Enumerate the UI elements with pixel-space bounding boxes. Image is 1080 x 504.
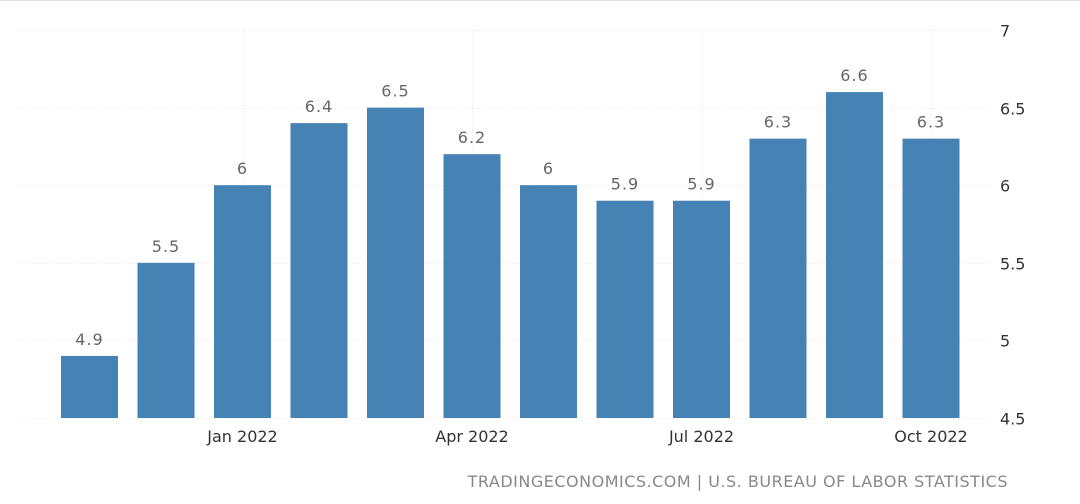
data-label: 6.3: [917, 113, 945, 132]
data-label: 6.2: [458, 128, 486, 147]
y-tick-label: 7: [1000, 22, 1010, 41]
bar: [596, 200, 654, 418]
x-tick-label: Oct 2022: [894, 427, 967, 446]
y-tick-label: 6: [1000, 177, 1010, 196]
y-axis: 4.5 5 5.5 6 6.5 7: [1000, 22, 1025, 429]
data-label: 6.5: [381, 82, 409, 101]
x-axis: Jan 2022 Apr 2022 Jul 2022 Oct 2022: [206, 427, 967, 446]
data-label: 6.4: [305, 97, 333, 116]
source-attribution: TRADINGECONOMICS.COM | U.S. BUREAU OF LA…: [467, 472, 1008, 491]
bar: [443, 154, 501, 418]
data-label: 5.9: [687, 175, 715, 194]
data-label: 6.6: [840, 66, 868, 85]
bar: [673, 200, 730, 418]
bar: [137, 262, 195, 418]
bar: [61, 355, 118, 418]
bar: [214, 185, 271, 418]
x-tick-label: Apr 2022: [435, 427, 508, 446]
data-label: 6: [237, 159, 248, 178]
bar: [902, 138, 960, 418]
bar: [367, 107, 424, 418]
data-label: 5.5: [152, 237, 180, 256]
y-tick-label: 6.5: [1000, 100, 1025, 119]
bar: [290, 123, 348, 419]
y-tick-label: 5: [1000, 332, 1010, 351]
bar: [520, 185, 577, 418]
x-tick-label: Jan 2022: [206, 427, 277, 446]
data-label: 5.9: [611, 175, 639, 194]
bar: [749, 138, 807, 418]
data-label: 6.3: [764, 113, 792, 132]
bar: [826, 92, 883, 418]
x-tick-label: Jul 2022: [668, 427, 734, 446]
data-label-layer: 4.9 5.5 6 6.4 6.5 6.2 6 5.9 5.9 6.3 6.6 6.3: [75, 66, 945, 349]
bar-layer: [61, 92, 960, 419]
y-tick-label: 5.5: [1000, 255, 1025, 274]
y-tick-label: 4.5: [1000, 410, 1025, 429]
data-label: 4.9: [75, 330, 103, 349]
data-label: 6: [543, 159, 554, 178]
